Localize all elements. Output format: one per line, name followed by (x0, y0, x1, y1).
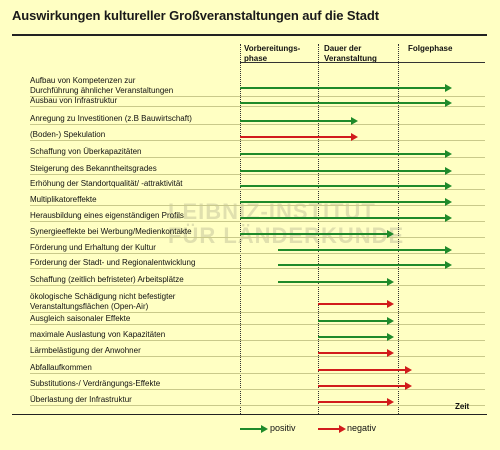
row-label: Aufbau von Kompetenzen zur Durchführung … (30, 76, 174, 95)
title-rule (12, 34, 487, 36)
row-separator (30, 106, 485, 107)
row-separator (30, 405, 485, 406)
row-label: Förderung der Stadt- und Regionalentwick… (30, 258, 196, 267)
row-separator (30, 157, 485, 158)
row-separator (30, 312, 485, 313)
legend-positive-label: positiv (270, 423, 296, 433)
row-separator (30, 389, 485, 390)
row-separator (30, 356, 485, 357)
row-label: Förderung und Erhaltung der Kultur (30, 243, 156, 252)
row-separator (30, 237, 485, 238)
legend-positive-arrow (240, 425, 268, 433)
negative-effect-arrow (240, 133, 358, 141)
positive-effect-arrow (318, 317, 394, 325)
positive-effect-arrow (240, 182, 452, 190)
diagram-title: Auswirkungen kultureller Großveranstaltu… (12, 8, 379, 23)
negative-effect-arrow (318, 398, 394, 406)
row-separator (30, 205, 485, 206)
row-separator (30, 140, 485, 141)
row-separator (30, 268, 485, 269)
row-label: maximale Auslastung von Kapazitäten (30, 330, 166, 339)
positive-effect-arrow (240, 198, 452, 206)
phase-divider-event (318, 44, 319, 414)
phase-divider-follow-up (398, 44, 399, 414)
positive-effect-arrow (278, 246, 452, 254)
row-label: Lärmbelästigung der Anwohner (30, 346, 141, 355)
row-separator (30, 253, 485, 254)
time-axis-label: Zeit (455, 402, 470, 411)
legend-negative-label: negativ (347, 423, 377, 433)
positive-effect-arrow (240, 84, 452, 92)
row-separator (30, 174, 485, 175)
legend-negative-arrow (318, 425, 346, 433)
row-label: Schaffung von Überkapazitäten (30, 147, 142, 156)
row-separator (30, 96, 485, 97)
negative-effect-arrow (318, 349, 394, 357)
row-label: Herausbildung eines eigenständigen Profi… (30, 211, 184, 220)
positive-effect-arrow (278, 278, 394, 286)
row-label: Schaffung (zeitlich befristeter) Arbeits… (30, 275, 184, 284)
phase-header-follow-up: Folgephase (408, 44, 453, 53)
row-label: Multiplikatoreffekte (30, 195, 97, 204)
negative-effect-arrow (318, 382, 412, 390)
positive-effect-arrow (278, 261, 452, 269)
row-separator (30, 324, 485, 325)
row-label: Abfallaufkommen (30, 363, 92, 372)
row-label: Synergieeffekte bei Werbung/Medienkontak… (30, 227, 192, 236)
row-label: Steigerung des Bekanntheitsgrades (30, 164, 157, 173)
positive-effect-arrow (240, 230, 394, 238)
positive-effect-arrow (240, 167, 452, 175)
phase-header-preparation: Vorbereitungs- phase (244, 44, 301, 63)
negative-effect-arrow (318, 300, 394, 308)
row-label: Anregung zu Investitionen (z.B Bauwirtsc… (30, 114, 192, 123)
phase-header-rule (240, 62, 485, 63)
row-label: ökologische Schädigung nicht befestigter… (30, 292, 176, 311)
row-separator (30, 340, 485, 341)
row-label: Ausbau von Infrastruktur (30, 96, 118, 105)
positive-effect-arrow (240, 150, 452, 158)
positive-effect-arrow (240, 99, 452, 107)
row-separator (30, 373, 485, 374)
positive-effect-arrow (240, 117, 358, 125)
row-separator (30, 189, 485, 190)
positive-effect-arrow (240, 214, 452, 222)
row-label: (Boden-) Spekulation (30, 130, 106, 139)
row-label: Ausgleich saisonaler Effekte (30, 314, 131, 323)
phase-header-event: Dauer der Veranstaltung (324, 44, 377, 63)
row-separator (30, 124, 485, 125)
phase-divider-start (240, 44, 241, 414)
row-separator (30, 221, 485, 222)
bottom-rule (12, 414, 487, 415)
watermark-text: LEIBNIZ-INSTITUT FÜR LÄNDERKUNDE (168, 199, 405, 248)
row-label: Erhöhung der Standortqualität/ -attrakti… (30, 179, 183, 188)
row-label: Überlastung der Infrastruktur (30, 395, 132, 404)
negative-effect-arrow (318, 366, 412, 374)
positive-effect-arrow (318, 333, 394, 341)
row-label: Substitutions-/ Verdrängungs-Effekte (30, 379, 161, 388)
row-separator (30, 285, 485, 286)
